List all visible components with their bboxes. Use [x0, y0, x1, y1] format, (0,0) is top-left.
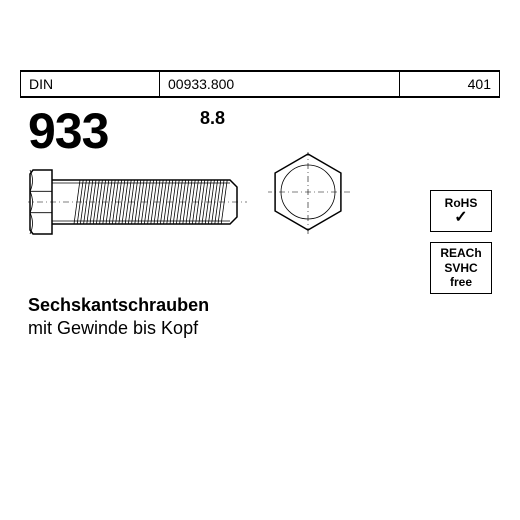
header-partcode: 00933.800: [160, 72, 400, 96]
header-standard: DIN: [20, 72, 160, 96]
reach-line3: free: [450, 275, 472, 289]
bolt-side-view: [28, 162, 253, 247]
header-ref: 401: [400, 72, 500, 96]
reach-badge: REACh SVHC free: [430, 242, 492, 294]
header-table: DIN 00933.800 401: [20, 70, 500, 98]
strength-grade: 8.8: [200, 108, 225, 129]
product-name: Sechskantschrauben: [28, 295, 209, 316]
rohs-badge: RoHS ✓: [430, 190, 492, 232]
spec-sheet: DIN 00933.800 401 933 8.8 Sechskantschra…: [10, 70, 510, 450]
standard-number: 933: [28, 102, 108, 160]
reach-line1: REACh: [440, 246, 481, 260]
product-desc: mit Gewinde bis Kopf: [28, 318, 198, 339]
check-icon: ✓: [454, 210, 467, 226]
reach-line2: SVHC: [444, 261, 477, 275]
rohs-text: RoHS: [445, 196, 478, 210]
bolt-front-view: [268, 152, 352, 241]
